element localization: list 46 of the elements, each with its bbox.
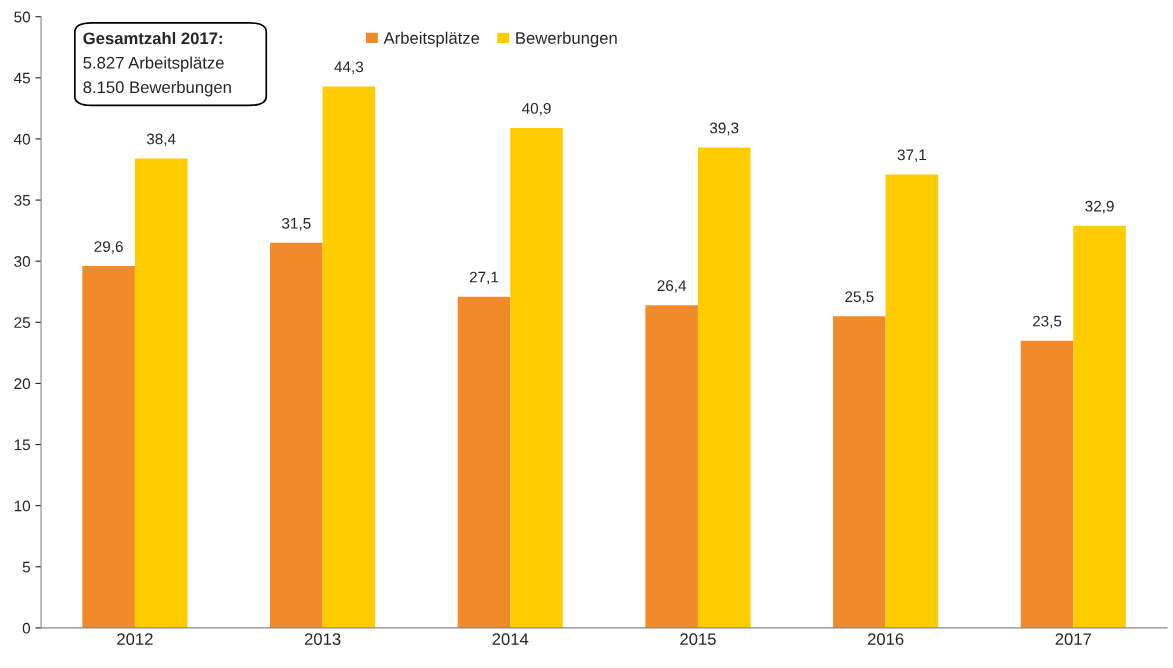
x-tick-label: 2015 bbox=[680, 633, 716, 646]
data-label: 40,9 bbox=[522, 102, 551, 116]
y-tick-label: 50 bbox=[14, 11, 31, 23]
data-label: 44,3 bbox=[334, 61, 364, 75]
data-label: 38,4 bbox=[146, 133, 176, 147]
data-label: 23,5 bbox=[1032, 315, 1062, 329]
bar bbox=[833, 316, 886, 628]
bar bbox=[645, 305, 698, 628]
data-label: 26,4 bbox=[657, 280, 687, 293]
y-tick-label: 5 bbox=[22, 561, 30, 573]
x-tick-label: 2012 bbox=[117, 633, 153, 646]
x-tick-label: 2016 bbox=[867, 633, 904, 646]
annotation: Gesamtzahl 2017: bbox=[83, 31, 222, 45]
y-tick-label: 35 bbox=[14, 194, 30, 206]
legend-label: Arbeitsplätze bbox=[383, 31, 480, 48]
x-tick-label: 2017 bbox=[1055, 633, 1091, 646]
data-label: 37,1 bbox=[897, 149, 927, 163]
data-label: 29,6 bbox=[94, 241, 123, 254]
data-label: 31,5 bbox=[282, 217, 311, 231]
data-label: 25,5 bbox=[845, 291, 874, 304]
bar bbox=[457, 296, 511, 628]
bar bbox=[322, 86, 376, 628]
bar bbox=[1020, 340, 1074, 628]
data-label: 32,9 bbox=[1085, 200, 1114, 214]
legend-label: Bewerbungen bbox=[516, 31, 617, 48]
bar bbox=[134, 158, 188, 628]
bar bbox=[1073, 225, 1126, 628]
annotation: 8.150 Bewerbungen bbox=[83, 80, 231, 97]
y-tick-label: 40 bbox=[14, 133, 31, 145]
data-label: 27,1 bbox=[469, 271, 499, 285]
bar bbox=[510, 127, 563, 628]
bar bbox=[885, 174, 939, 628]
annotation: 5.827 Arbeitsplätze bbox=[83, 56, 224, 72]
bar bbox=[270, 242, 323, 628]
x-tick-label: 2013 bbox=[304, 633, 341, 646]
y-tick-label: 15 bbox=[14, 439, 30, 451]
data-label: 39,3 bbox=[709, 122, 739, 136]
y-tick-label: 0 bbox=[22, 622, 31, 634]
y-tick-label: 25 bbox=[14, 317, 30, 328]
x-tick-label: 2014 bbox=[492, 633, 529, 646]
y-tick-label: 45 bbox=[14, 72, 30, 84]
bar bbox=[697, 147, 751, 628]
y-tick-label: 30 bbox=[14, 256, 31, 267]
bar bbox=[82, 266, 135, 628]
y-tick-label: 10 bbox=[14, 500, 31, 512]
y-tick-label: 20 bbox=[14, 378, 31, 390]
